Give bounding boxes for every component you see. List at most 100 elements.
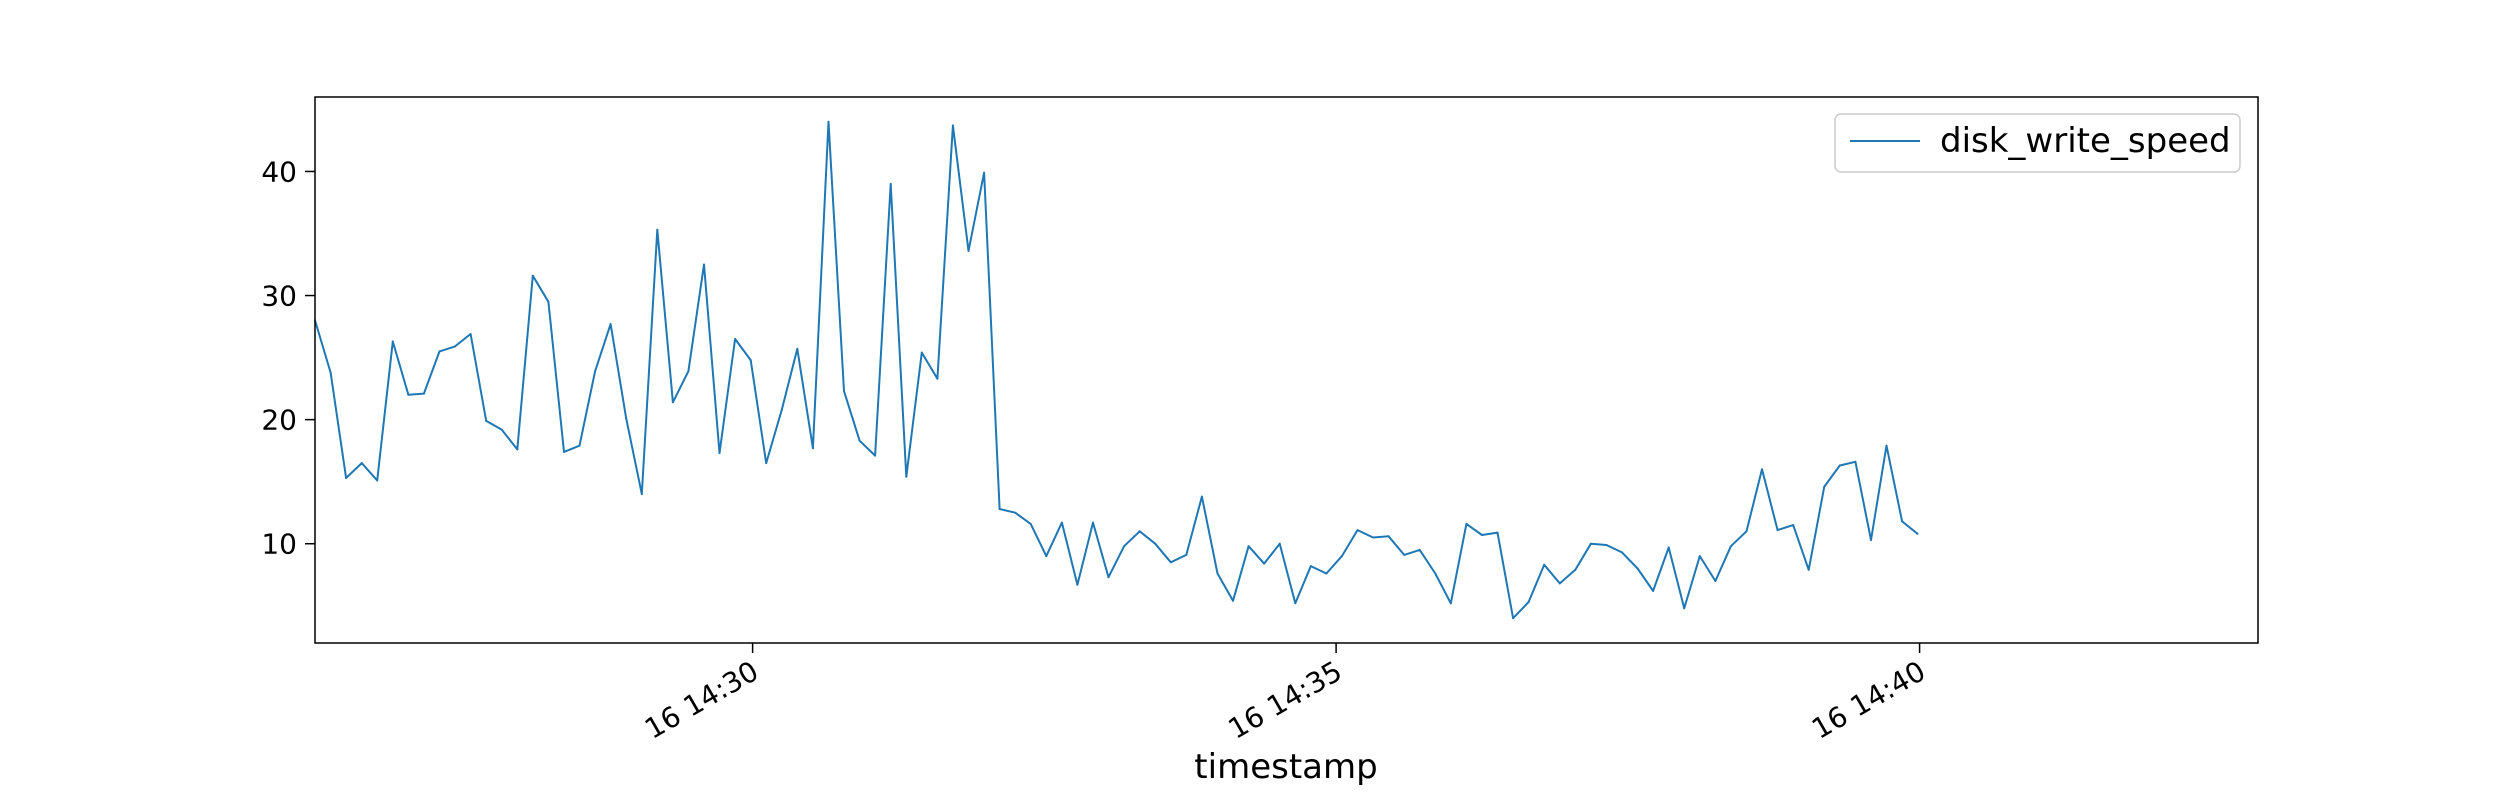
data-point xyxy=(563,450,565,453)
data-point xyxy=(422,392,425,395)
data-point xyxy=(1372,536,1375,539)
data-point xyxy=(609,323,612,326)
y-tick-label: 10 xyxy=(261,528,297,561)
data-point xyxy=(998,508,1001,510)
data-point xyxy=(1885,444,1888,447)
data-point xyxy=(843,390,845,393)
data-point xyxy=(1418,548,1421,551)
data-point xyxy=(1870,539,1872,541)
series-line-disk_write_speed xyxy=(314,120,1919,620)
y-tick-label: 40 xyxy=(261,155,297,188)
data-point xyxy=(1029,522,1032,525)
data-point xyxy=(749,359,752,362)
data-point xyxy=(1807,568,1810,571)
data-point xyxy=(1247,545,1250,548)
data-point xyxy=(1185,553,1188,556)
data-point xyxy=(718,452,721,455)
data-point xyxy=(1558,582,1561,585)
data-point xyxy=(1714,580,1717,582)
data-point xyxy=(1683,607,1686,610)
data-point xyxy=(1154,542,1157,545)
data-point xyxy=(1387,535,1390,538)
data-point xyxy=(500,428,503,431)
data-point xyxy=(1854,460,1857,463)
data-point xyxy=(1652,589,1655,592)
data-point xyxy=(811,447,814,450)
data-point xyxy=(874,454,877,457)
data-point xyxy=(1916,532,1919,535)
data-point xyxy=(1434,572,1437,575)
data-point xyxy=(1403,553,1406,556)
y-tick-label: 20 xyxy=(261,404,297,437)
data-point xyxy=(920,351,923,354)
data-point xyxy=(1076,583,1079,586)
data-point xyxy=(1449,602,1452,605)
data-point xyxy=(1823,485,1826,488)
data-point xyxy=(1792,524,1795,527)
data-point xyxy=(391,340,394,343)
data-point xyxy=(967,249,970,252)
data-point xyxy=(329,371,332,374)
data-point xyxy=(1636,567,1639,570)
legend: disk_write_speed xyxy=(1834,113,2241,173)
data-point xyxy=(1496,531,1499,534)
data-point xyxy=(1216,572,1219,575)
data-point xyxy=(1014,511,1017,514)
data-point xyxy=(578,444,581,447)
data-point xyxy=(951,124,954,127)
data-point xyxy=(1621,551,1623,554)
data-point xyxy=(625,417,628,420)
legend-box xyxy=(1834,113,2241,173)
data-point xyxy=(858,439,861,442)
data-point xyxy=(1838,464,1841,467)
data-point xyxy=(1294,602,1297,605)
data-point xyxy=(1325,572,1328,575)
data-point xyxy=(905,475,908,478)
y-tick-label: 30 xyxy=(261,280,297,313)
data-point xyxy=(469,333,472,335)
data-point xyxy=(516,448,519,451)
data-point xyxy=(1745,530,1748,533)
data-point xyxy=(671,401,674,404)
data-point xyxy=(687,370,690,373)
data-point xyxy=(889,182,892,185)
data-point xyxy=(1574,568,1577,571)
data-point xyxy=(1667,546,1670,549)
data-point xyxy=(1278,542,1281,545)
legend-label: disk_write_speed xyxy=(1940,121,2231,161)
data-point xyxy=(376,479,379,482)
data-point xyxy=(1092,521,1094,524)
data-point xyxy=(1060,521,1063,524)
data-point xyxy=(1340,555,1343,558)
data-point xyxy=(454,345,456,348)
data-point xyxy=(1761,468,1763,471)
data-point xyxy=(1263,562,1266,565)
data-point xyxy=(983,171,986,174)
data-point xyxy=(1605,544,1608,546)
data-point xyxy=(703,263,705,266)
data-point xyxy=(1123,545,1126,548)
data-point xyxy=(1481,534,1483,536)
data-point xyxy=(734,338,737,340)
data-point xyxy=(1169,561,1172,564)
data-point xyxy=(1200,495,1203,498)
data-point xyxy=(640,493,643,496)
data-point xyxy=(1512,617,1515,620)
data-point xyxy=(547,300,550,303)
data-point xyxy=(594,370,597,373)
data-point xyxy=(1356,529,1359,532)
data-point xyxy=(438,350,441,353)
data-point xyxy=(360,462,363,465)
x-axis-title: timestamp xyxy=(1194,747,1377,787)
data-point xyxy=(1589,542,1592,545)
data-point xyxy=(656,228,659,231)
data-point xyxy=(1465,522,1468,525)
data-point xyxy=(1901,520,1904,523)
data-point xyxy=(1045,555,1048,558)
data-point xyxy=(407,393,410,396)
data-point xyxy=(1543,563,1546,566)
data-point xyxy=(765,462,768,465)
data-point xyxy=(1527,601,1530,603)
data-point xyxy=(345,477,348,479)
